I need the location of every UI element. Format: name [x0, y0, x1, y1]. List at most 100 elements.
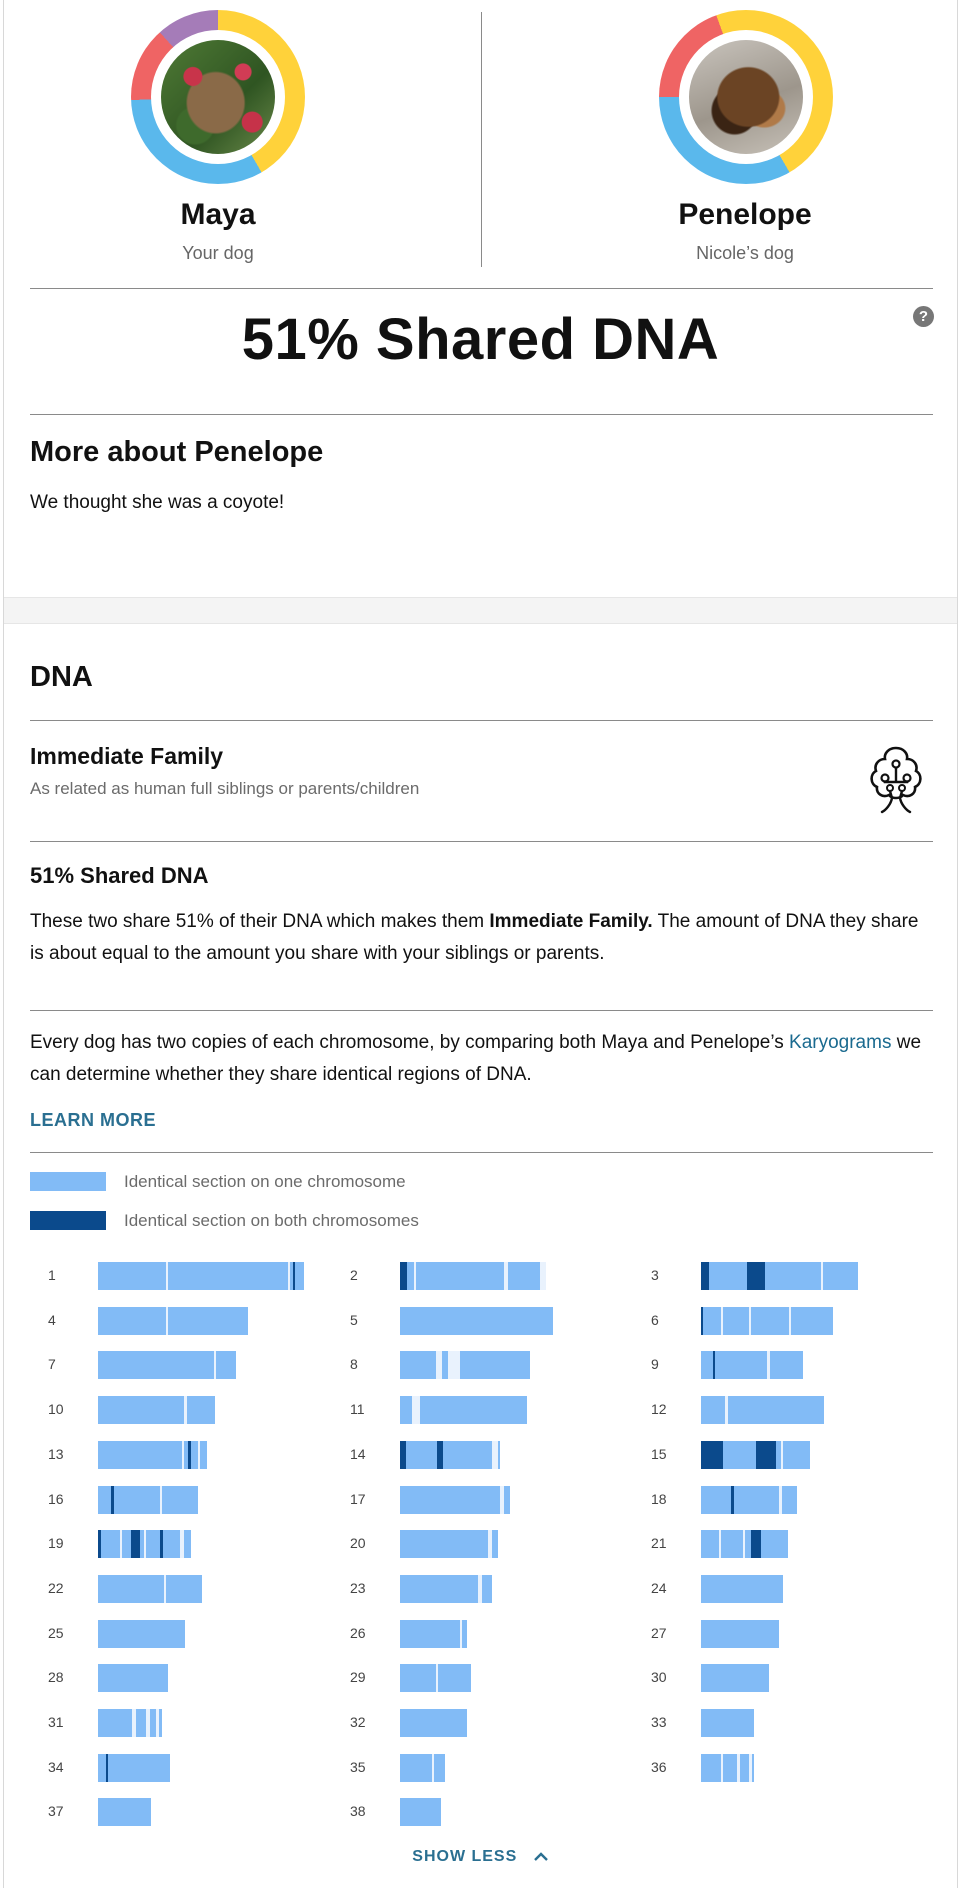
chromosome-bar [400, 1396, 527, 1425]
chromosome-bar [701, 1306, 833, 1335]
legend-both-swatch [30, 1211, 106, 1230]
chromosome-number: 30 [651, 1669, 667, 1686]
chromosome-number: 16 [48, 1490, 64, 1507]
chromosome-bar [701, 1440, 810, 1469]
gap-segment [540, 1262, 546, 1290]
chromosome-bar [98, 1619, 185, 1648]
dog-divider [481, 12, 482, 267]
chromosome-number: 9 [651, 1356, 659, 1373]
both-chromosomes-segment [751, 1530, 761, 1559]
gap-segment [214, 1351, 216, 1380]
gap-segment [414, 1262, 416, 1290]
chromosome-number: 27 [651, 1624, 667, 1641]
chromosome-bar [701, 1709, 754, 1737]
gap-segment [721, 1753, 723, 1782]
divider [30, 1152, 933, 1153]
gap-segment [146, 1709, 150, 1737]
chromosome-bar [400, 1798, 441, 1827]
both-chromosomes-segment [701, 1262, 709, 1290]
gap-segment [448, 1351, 460, 1380]
chromosome-bar [400, 1709, 467, 1737]
chromosome-number: 18 [651, 1490, 667, 1507]
chromosome-number: 20 [350, 1535, 366, 1552]
karyograms-link[interactable]: Karyograms [789, 1032, 892, 1053]
relationship-title: Immediate Family [30, 743, 224, 769]
chromosome-number: 15 [651, 1445, 667, 1462]
gap-segment [500, 1485, 504, 1514]
help-icon[interactable]: ? [913, 306, 934, 327]
dna-heading: DNA [30, 661, 93, 693]
show-less-button[interactable]: SHOW LESS [4, 1848, 957, 1866]
learn-more-link[interactable]: LEARN MORE [30, 1110, 156, 1130]
both-chromosomes-segment [731, 1485, 734, 1514]
gap-segment [156, 1709, 159, 1737]
gap-segment [120, 1530, 122, 1559]
chromosome-bar [701, 1664, 769, 1693]
gap-segment [767, 1351, 770, 1380]
shared-dna-title: 51% Shared DNA [30, 863, 209, 888]
gap-segment [432, 1753, 434, 1782]
chromosome-number: 36 [651, 1758, 667, 1775]
shared-dna-headline: 51% Shared DNA [241, 307, 720, 372]
chromosome-bar [701, 1574, 783, 1603]
about-text: We thought she was a coyote! [30, 492, 285, 513]
gap-segment [779, 1485, 782, 1514]
chromosome-number: 34 [48, 1758, 64, 1775]
chromosome-number: 4 [48, 1311, 56, 1328]
chromosome-number: 17 [350, 1490, 366, 1507]
gap-segment [719, 1530, 721, 1559]
both-chromosomes-segment [98, 1530, 101, 1559]
gap-segment [166, 1306, 168, 1335]
chromosome-bar [400, 1530, 498, 1559]
gap-segment [144, 1530, 146, 1559]
gap-segment [749, 1306, 751, 1335]
both-chromosomes-segment [713, 1351, 715, 1380]
gap-segment [725, 1396, 728, 1425]
gap-segment [460, 1619, 462, 1648]
chromosome-bar [98, 1262, 304, 1290]
chromosome-bar [701, 1619, 779, 1648]
both-chromosomes-segment [160, 1530, 163, 1559]
chromosome-bar [98, 1440, 207, 1469]
chromosome-bar [98, 1396, 215, 1425]
chromosome-number: 31 [48, 1714, 64, 1730]
chromosome-number: 21 [651, 1535, 667, 1552]
left-dog-subtitle: Your dog [182, 243, 254, 263]
chromosome-number: 1 [48, 1267, 56, 1283]
right-dog-name: Penelope [678, 198, 812, 231]
divider [30, 1010, 933, 1011]
gap-segment [180, 1530, 184, 1559]
relationship-subtitle: As related as human full siblings or par… [30, 779, 420, 798]
show-less-label: SHOW LESS [412, 1848, 518, 1865]
gap-segment [749, 1753, 752, 1782]
maya-breed-ring [131, 10, 305, 184]
chromosome-bar [400, 1262, 546, 1290]
maya-photo [161, 40, 275, 154]
section-separator [4, 597, 957, 624]
chromosome-bar [98, 1753, 170, 1782]
shared-dna-text: These two share 51% of their DNA which m… [30, 911, 919, 964]
chromosome-number: 25 [48, 1624, 64, 1641]
both-chromosomes-segment [111, 1485, 114, 1514]
chromosome-bar [98, 1351, 236, 1380]
divider [30, 414, 933, 415]
chromosome-bar [701, 1530, 788, 1559]
gap-segment [412, 1396, 420, 1425]
gap-segment [504, 1262, 508, 1290]
chromosome-bar [98, 1798, 151, 1827]
chromosome-bar [701, 1396, 824, 1425]
chromosome-number: 38 [350, 1803, 366, 1820]
gap-segment [184, 1396, 187, 1425]
chromosome-bar [98, 1574, 202, 1603]
chromosome-bar [98, 1709, 162, 1737]
chromosome-number: 3 [651, 1267, 659, 1283]
chromosome-number: 14 [350, 1445, 366, 1462]
divider [30, 288, 933, 289]
about-heading: More about Penelope [30, 436, 324, 468]
legend-one-label: Identical section on one chromosome [124, 1172, 406, 1191]
chromosome-number: 24 [651, 1579, 667, 1596]
chromosome-bar [400, 1574, 492, 1603]
penelope-breed-ring [659, 10, 833, 184]
chromosome-number: 8 [350, 1356, 358, 1373]
chromosome-number: 13 [48, 1445, 64, 1462]
